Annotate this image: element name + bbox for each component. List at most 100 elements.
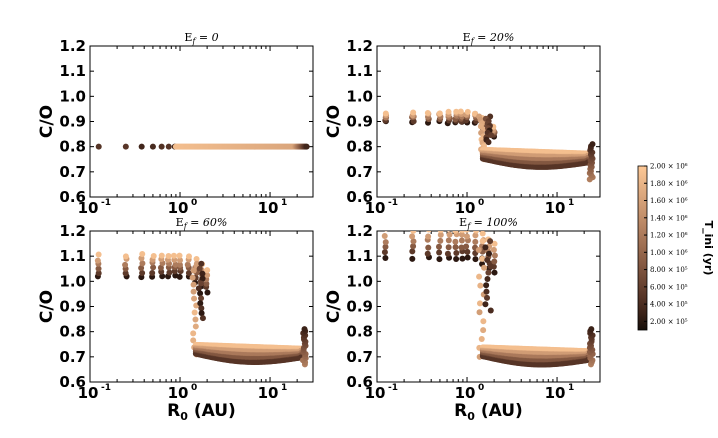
x-tick-label: 10 xyxy=(168,199,189,217)
data-point xyxy=(95,143,102,150)
data-point xyxy=(475,246,482,253)
data-point xyxy=(446,231,453,238)
x-tick-label: 10 xyxy=(455,199,476,217)
colorbar-tick-label: 4.00 × 10⁵ xyxy=(650,301,688,309)
data-point xyxy=(138,265,145,272)
data-point xyxy=(478,336,485,343)
y-tick-label: 0.6 xyxy=(59,188,86,206)
data-point xyxy=(166,269,173,276)
data-point xyxy=(150,253,157,260)
data-point xyxy=(189,274,196,281)
data-point xyxy=(381,233,388,240)
plot-frame xyxy=(89,45,314,198)
x-tick-label-exponent: 1 xyxy=(281,198,287,208)
data-point xyxy=(191,295,198,302)
y-tick-label: 0.8 xyxy=(59,323,86,341)
data-point xyxy=(203,280,210,287)
scatter-points xyxy=(94,251,309,368)
data-point xyxy=(486,250,493,257)
data-point xyxy=(444,250,451,257)
data-point xyxy=(199,315,206,322)
y-tick-label: 1.2 xyxy=(346,37,373,55)
y-tick-label: 0.9 xyxy=(59,113,86,131)
data-point xyxy=(199,270,206,277)
panel-title: Ef = 60% xyxy=(176,216,228,231)
y-tick-label: 1.0 xyxy=(346,87,373,105)
colorbar-tick-label: 1.60 × 10⁶ xyxy=(650,197,688,205)
colorbar-tick-label: 1.40 × 10⁶ xyxy=(650,214,688,222)
x-tick-label: 10 xyxy=(455,384,476,402)
data-point xyxy=(150,264,157,271)
panel-4: 0.60.70.80.91.01.11.210 -1 10 0 10 1Ef = 100%… xyxy=(324,216,601,423)
x-tick-label-exponent: 0 xyxy=(191,383,197,393)
data-point xyxy=(149,143,156,150)
data-point xyxy=(190,337,197,344)
data-point xyxy=(409,255,416,262)
data-point xyxy=(199,275,206,282)
data-point xyxy=(482,301,489,308)
x-tick-label-exponent: 1 xyxy=(568,198,574,208)
data-point xyxy=(452,231,459,234)
data-point xyxy=(472,232,479,239)
data-point xyxy=(301,326,308,333)
data-point xyxy=(170,252,177,259)
data-point xyxy=(491,240,498,247)
colorbar-tick-label: 6.00 × 10⁵ xyxy=(650,283,688,291)
y-tick-label: 0.7 xyxy=(346,348,373,366)
data-point xyxy=(197,300,204,307)
colorbar: 2.00 × 10⁶ 1.80 × 10⁶ 1.60 × 10⁶ 1.40 × 10⁶… xyxy=(637,163,715,331)
y-tick-label: 0.9 xyxy=(346,298,373,316)
data-point xyxy=(435,243,442,250)
data-point xyxy=(453,108,460,115)
data-point xyxy=(464,248,471,255)
x-tick-label: 10 xyxy=(545,199,566,217)
data-point xyxy=(410,243,417,250)
x-axis-title: R0 (AU) xyxy=(454,401,523,423)
data-point xyxy=(185,253,192,260)
data-point xyxy=(171,268,178,275)
data-point xyxy=(425,244,432,251)
data-point xyxy=(176,252,183,259)
data-point xyxy=(436,256,443,263)
y-tick-label: 0.6 xyxy=(346,188,373,206)
data-point xyxy=(485,269,492,276)
y-tick-label: 0.6 xyxy=(59,373,86,391)
data-point xyxy=(491,258,498,265)
data-point xyxy=(487,238,494,245)
data-point xyxy=(425,233,432,240)
data-point xyxy=(480,327,487,334)
x-tick-label-exponent: -1 xyxy=(388,383,398,393)
data-point xyxy=(464,254,471,261)
data-point xyxy=(191,309,198,316)
x-tick-label: 10 xyxy=(545,384,566,402)
data-point xyxy=(463,243,470,250)
data-point xyxy=(445,237,452,244)
data-point xyxy=(409,233,416,240)
data-point xyxy=(198,305,205,312)
y-tick-label: 0.9 xyxy=(346,113,373,131)
data-point xyxy=(482,244,489,251)
y-tick-label: 1.1 xyxy=(346,62,373,80)
data-point xyxy=(410,231,417,234)
data-point xyxy=(158,143,165,150)
data-point xyxy=(192,316,199,323)
y-axis-title: C/O xyxy=(37,105,57,138)
colorbar-tick-label: 1.80 × 10⁶ xyxy=(650,180,688,188)
x-tick-label: 10 xyxy=(365,384,386,402)
y-tick-label: 0.7 xyxy=(59,163,86,181)
y-tick-label: 1.0 xyxy=(59,87,86,105)
data-point xyxy=(381,249,388,256)
data-point xyxy=(483,288,490,295)
data-point xyxy=(149,270,156,277)
data-point xyxy=(483,282,490,289)
x-tick-label-exponent: -1 xyxy=(101,198,111,208)
data-point xyxy=(95,265,102,272)
data-point xyxy=(437,231,444,238)
colorbar-tick-label: 8.00 × 10⁵ xyxy=(650,266,688,274)
colorbar-gradient xyxy=(637,165,648,331)
data-point xyxy=(452,244,459,251)
x-tick-label: 10 xyxy=(168,384,189,402)
data-point xyxy=(190,281,197,288)
data-point xyxy=(382,110,389,117)
y-tick-label: 1.2 xyxy=(346,222,373,240)
